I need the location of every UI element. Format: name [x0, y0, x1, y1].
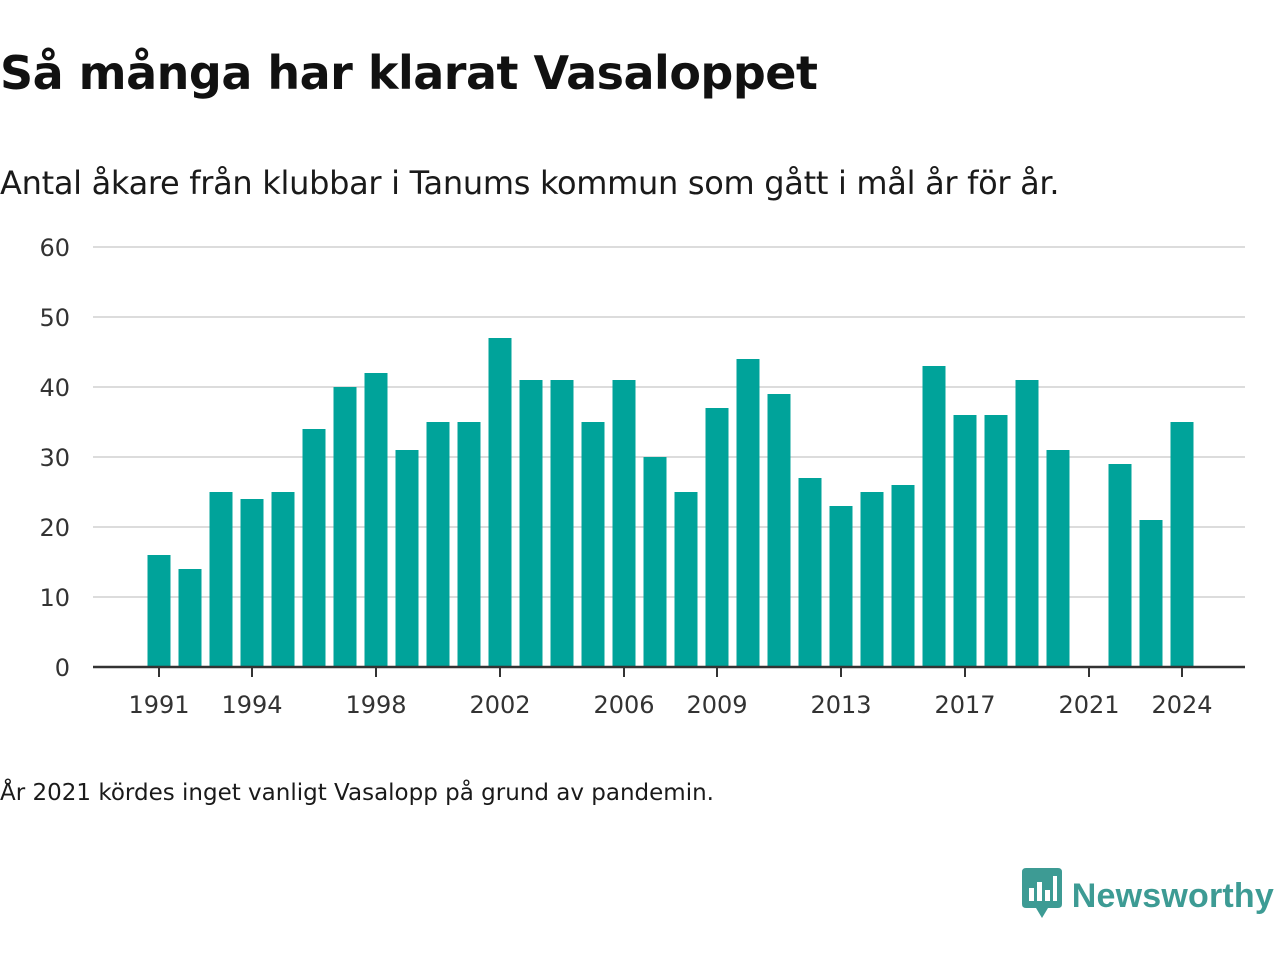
- bar-1991: [147, 555, 171, 667]
- bar-2015: [891, 485, 915, 667]
- bar-2009: [705, 408, 729, 667]
- bar-2003: [519, 380, 543, 667]
- x-tick-label: 2017: [934, 691, 995, 719]
- bar-2022: [1108, 464, 1132, 667]
- y-tick-label: 30: [39, 444, 70, 472]
- bar-2012: [798, 478, 822, 667]
- bar-2024: [1170, 422, 1194, 667]
- bar-1993: [209, 492, 233, 667]
- bar-2011: [767, 394, 791, 667]
- chart-subtitle: Antal åkare från klubbar i Tanums kommun…: [0, 164, 1060, 202]
- y-tick-label: 20: [39, 514, 70, 542]
- bar-2016: [922, 366, 946, 667]
- bar-1999: [395, 450, 419, 667]
- footnote: År 2021 kördes inget vanligt Vasalopp på…: [0, 780, 714, 806]
- bar-2019: [1015, 380, 1039, 667]
- x-tick-label: 2009: [686, 691, 747, 719]
- bar-1994: [240, 499, 264, 667]
- x-tick-label: 2002: [469, 691, 530, 719]
- bar-2001: [457, 422, 481, 667]
- x-tick-label: 2006: [593, 691, 654, 719]
- x-tick-label: 2021: [1058, 691, 1119, 719]
- y-tick-label: 40: [39, 374, 70, 402]
- x-tick-label: 1994: [221, 691, 282, 719]
- x-tick-label: 1991: [128, 691, 189, 719]
- x-tick-label: 2024: [1151, 691, 1212, 719]
- y-tick-label: 10: [39, 584, 70, 612]
- x-tick-label: 2013: [810, 691, 871, 719]
- bar-2002: [488, 338, 512, 667]
- bar-1995: [271, 492, 295, 667]
- bar-2014: [860, 492, 884, 667]
- bar-2013: [829, 506, 853, 667]
- bar-2023: [1139, 520, 1163, 667]
- bar-chart: 0 10 20 30 40 50 60 1991 1994 1998 2002 2006 2009 201…: [39, 234, 1245, 719]
- bar-2000: [426, 422, 450, 667]
- y-tick-label: 50: [39, 304, 70, 332]
- bar-2020: [1046, 450, 1070, 667]
- bar-2006: [612, 380, 636, 667]
- bar-2005: [581, 422, 605, 667]
- bars: [147, 338, 1194, 667]
- bar-2004: [550, 380, 574, 667]
- bar-2018: [984, 415, 1008, 667]
- bar-2007: [643, 457, 667, 667]
- newsworthy-logo-icon: [1021, 868, 1062, 924]
- bar-2008: [674, 492, 698, 667]
- brand-logo: Newsworthy: [1021, 868, 1274, 924]
- y-tick-label: 0: [55, 654, 70, 682]
- y-tick-label: 60: [39, 234, 70, 262]
- bar-2017: [953, 415, 977, 667]
- bar-2010: [736, 359, 760, 667]
- axes: 0 10 20 30 40 50 60 1991 1994 1998 2002 2006 2009 201…: [39, 234, 1245, 719]
- chart-title: Så många har klarat Vasaloppet: [0, 46, 818, 100]
- gridlines: [93, 246, 1245, 598]
- bar-1992: [178, 569, 202, 667]
- x-tick-label: 1998: [345, 691, 406, 719]
- bar-1998: [364, 373, 388, 667]
- bar-1996: [302, 429, 326, 667]
- bar-1997: [333, 387, 357, 667]
- brand-name: Newsworthy: [1071, 876, 1274, 915]
